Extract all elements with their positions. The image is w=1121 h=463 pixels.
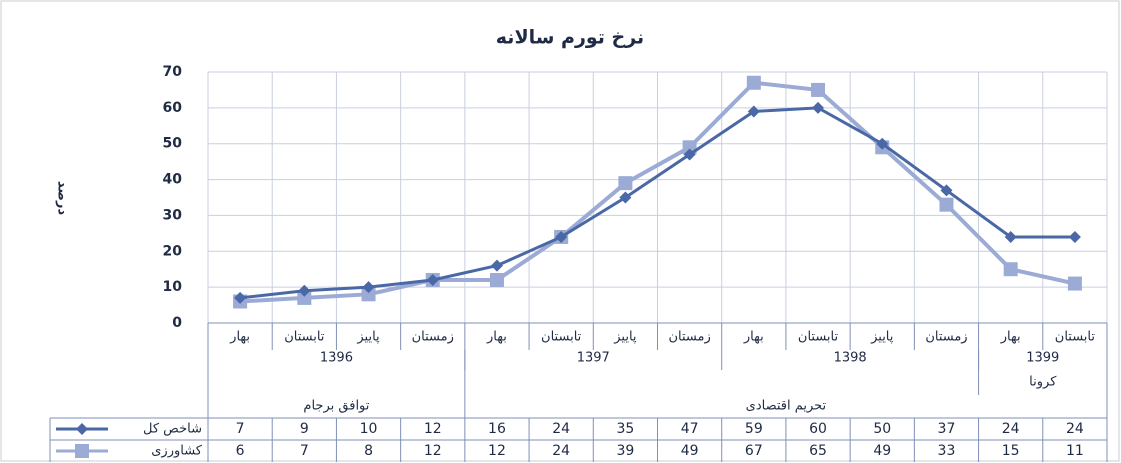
point: [940, 184, 953, 197]
year-label: 1398: [834, 351, 867, 366]
data-table-value: 67: [745, 443, 763, 459]
x-tick-label: تابستان: [284, 330, 325, 345]
point: [362, 281, 375, 294]
data-table-value: 6: [236, 443, 245, 459]
x-tick-label: تابستان: [541, 330, 582, 345]
point: [747, 105, 760, 118]
y-tick-label: 50: [163, 136, 183, 152]
data-table-value: 12: [488, 443, 506, 459]
point: [297, 290, 312, 305]
point: [811, 82, 826, 97]
event-label: کرونا: [1029, 375, 1057, 390]
legend-marker: [75, 444, 89, 458]
y-tick-label: 20: [163, 243, 183, 259]
year-label: 1396: [320, 351, 353, 366]
point: [234, 291, 247, 304]
data-table-value: 12: [424, 443, 442, 459]
point: [1067, 276, 1082, 291]
series-line: [239, 106, 1075, 300]
legend-label: کشاورزی: [151, 444, 203, 459]
data-table-value: 12: [424, 421, 442, 437]
data-table-value: 24: [1066, 421, 1084, 437]
year-label: 1397: [577, 351, 610, 366]
data-table-value: 24: [552, 421, 570, 437]
point: [1004, 230, 1017, 243]
data-table-value: 50: [873, 421, 891, 437]
data-table-value: 16: [488, 421, 506, 437]
point: [490, 259, 503, 272]
y-tick-label: 60: [163, 100, 183, 116]
y-axis-label: درصد: [55, 181, 70, 216]
x-tick-label: تابستان: [1055, 330, 1096, 345]
data-table-value: 7: [236, 421, 245, 437]
legend-label: شاخص کل: [143, 422, 202, 437]
point: [876, 137, 889, 150]
data-table-value: 10: [360, 421, 378, 437]
point: [426, 273, 439, 286]
x-tick-label: پاییز: [356, 330, 380, 345]
period-label: تحریم اقتصادی: [746, 399, 827, 414]
x-tick-label: بهار: [743, 330, 764, 345]
x-tick-label: بهار: [1000, 330, 1021, 345]
y-tick-label: 30: [163, 207, 183, 223]
data-table-value: 60: [809, 421, 827, 437]
data-table-value: 33: [938, 443, 956, 459]
year-label: 1399: [1026, 351, 1059, 366]
data-table-value: 11: [1066, 443, 1084, 459]
data-table-value: 35: [616, 421, 634, 437]
x-tick-label: پاییز: [613, 330, 637, 345]
point: [555, 230, 568, 243]
point: [683, 148, 696, 161]
y-tick-label: 70: [163, 64, 183, 80]
x-tick-label: پاییز: [870, 330, 894, 345]
point: [746, 75, 761, 90]
point: [939, 197, 954, 212]
data-table-value: 24: [1002, 421, 1020, 437]
point: [489, 272, 504, 287]
series-line: [239, 80, 1076, 304]
data-table-value: 9: [300, 421, 309, 437]
data-table-value: 37: [938, 421, 956, 437]
data-table-value: 65: [809, 443, 827, 459]
point: [618, 176, 633, 191]
point: [619, 191, 632, 204]
data-table-value: 24: [552, 443, 570, 459]
data-table-value: 39: [616, 443, 634, 459]
y-tick-label: 0: [172, 315, 182, 331]
y-tick-label: 10: [163, 279, 183, 295]
period-label: توافق برجام: [303, 399, 369, 414]
y-tick-label: 40: [163, 172, 183, 188]
data-table-value: 8: [364, 443, 373, 459]
x-tick-label: تابستان: [798, 330, 839, 345]
x-tick-label: بهار: [229, 330, 250, 345]
x-tick-label: زمستان: [412, 330, 454, 345]
point: [1003, 262, 1018, 277]
data-table-value: 7: [300, 443, 309, 459]
x-tick-label: زمستان: [925, 330, 967, 345]
chart-title: نرخ تورم سالانه: [496, 27, 644, 49]
data-table-value: 47: [681, 421, 699, 437]
point: [361, 287, 376, 302]
data-table-value: 49: [873, 443, 891, 459]
data-table-value: 59: [745, 421, 763, 437]
point: [812, 101, 825, 114]
data-table-value: 49: [681, 443, 699, 459]
x-tick-label: بهار: [486, 330, 507, 345]
legend-marker: [76, 423, 88, 435]
x-tick-label: زمستان: [668, 330, 710, 345]
point: [298, 284, 311, 297]
data-table-value: 15: [1002, 443, 1020, 459]
point: [1068, 230, 1081, 243]
